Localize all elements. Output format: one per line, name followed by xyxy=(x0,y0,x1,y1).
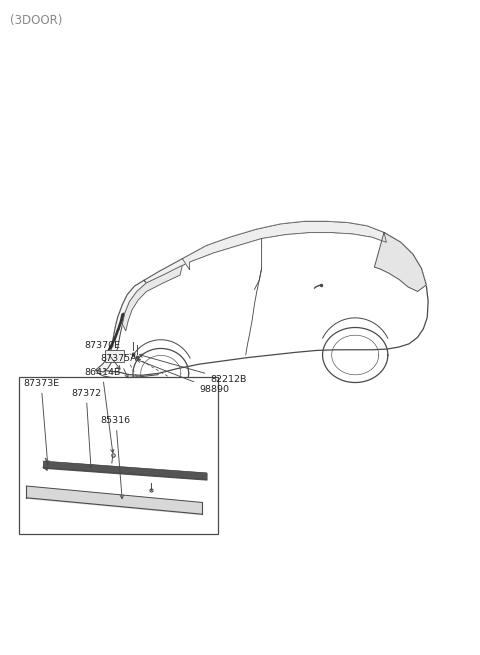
Text: 87372: 87372 xyxy=(71,388,101,468)
Text: 87373E: 87373E xyxy=(23,379,59,464)
Polygon shape xyxy=(117,320,122,331)
Bar xyxy=(19,377,218,534)
Text: 87370E: 87370E xyxy=(84,341,120,369)
Polygon shape xyxy=(144,221,386,283)
Text: 98890: 98890 xyxy=(137,360,229,394)
Polygon shape xyxy=(182,221,386,270)
Polygon shape xyxy=(113,329,119,341)
Polygon shape xyxy=(108,339,115,350)
Text: 87375A: 87375A xyxy=(101,354,137,378)
Polygon shape xyxy=(122,265,182,331)
Polygon shape xyxy=(96,280,146,372)
Text: 86414B: 86414B xyxy=(84,367,120,453)
Polygon shape xyxy=(120,313,124,321)
Text: 85316: 85316 xyxy=(101,416,131,498)
Polygon shape xyxy=(374,233,426,291)
Text: 82212B: 82212B xyxy=(140,354,247,384)
Bar xyxy=(105,350,124,362)
Text: (3DOOR): (3DOOR) xyxy=(10,14,62,28)
Polygon shape xyxy=(96,221,428,375)
